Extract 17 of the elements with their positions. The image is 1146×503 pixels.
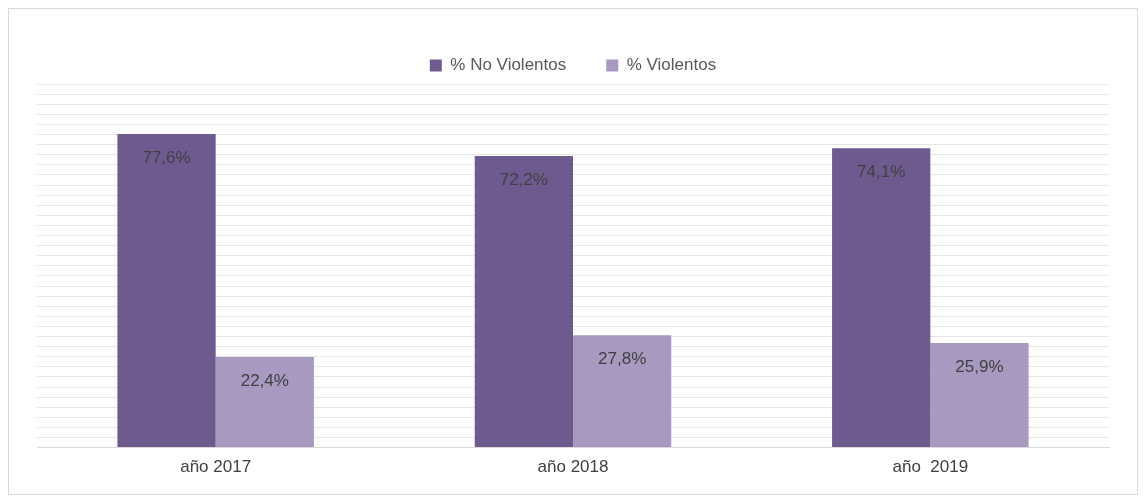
bar — [474, 155, 573, 448]
legend-label: % Violentos — [626, 55, 717, 75]
x-tick-label: año 2019 — [892, 457, 969, 477]
x-tick-label: año 2018 — [537, 457, 609, 477]
bar — [573, 335, 672, 448]
data-label: 77,6% — [142, 147, 191, 167]
bar — [215, 357, 314, 448]
bar — [930, 342, 1029, 448]
legend-label: % No Violentos — [450, 55, 567, 75]
data-label: 22,4% — [240, 370, 289, 390]
data-label: 25,9% — [955, 356, 1004, 376]
bar — [117, 134, 216, 448]
x-tick-label: año 2017 — [180, 457, 252, 477]
data-label: 27,8% — [598, 348, 647, 368]
data-label: 74,1% — [857, 161, 906, 181]
bar — [832, 148, 931, 448]
data-label: 72,2% — [499, 169, 548, 189]
